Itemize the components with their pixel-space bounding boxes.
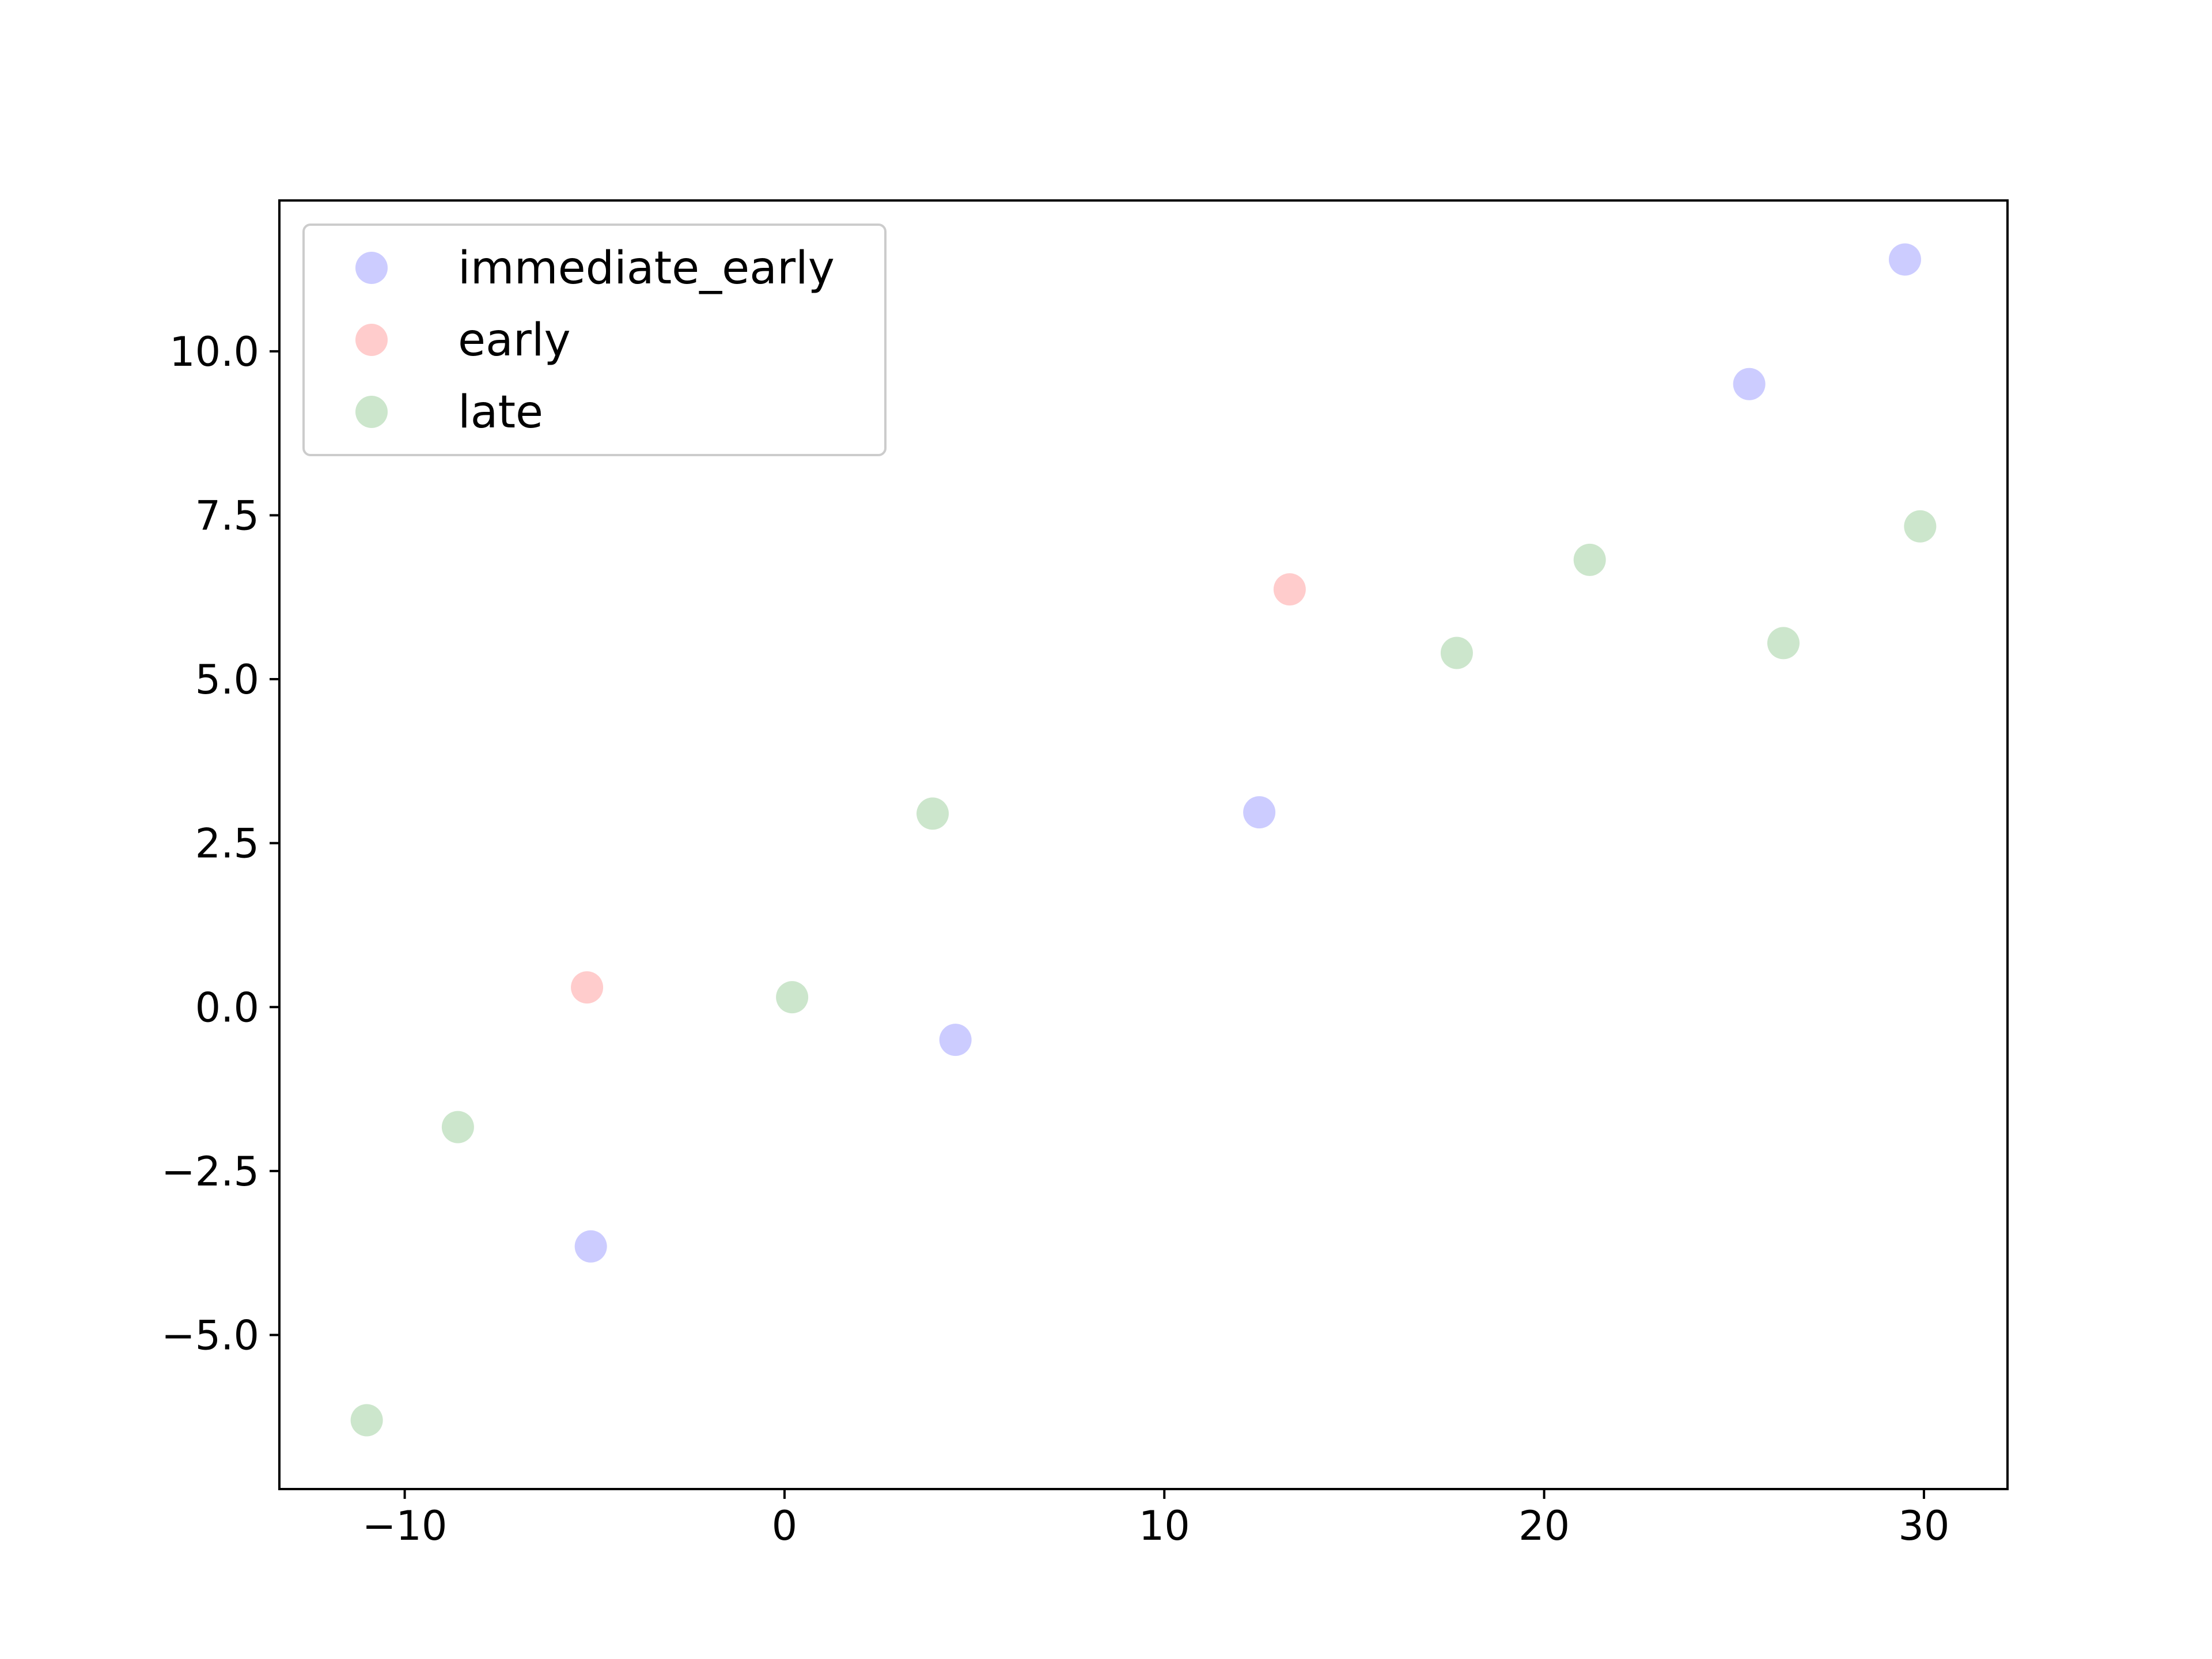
point-immediate-early-3	[1733, 368, 1766, 400]
x-tick-label: −10	[362, 1502, 448, 1550]
y-tick-label: −5.0	[161, 1312, 259, 1359]
y-tick-label: 0.0	[195, 984, 259, 1031]
y-tick-label: 10.0	[169, 328, 259, 376]
point-late-4	[1440, 637, 1473, 669]
legend-box	[302, 224, 887, 456]
point-early-0	[571, 971, 604, 1004]
point-late-5	[1573, 543, 1606, 576]
legend-marker-immediate-early	[355, 252, 388, 284]
legend-marker-late	[355, 396, 388, 428]
y-tick-label: −2.5	[161, 1148, 259, 1195]
legend-label-late: late	[458, 387, 543, 438]
x-tick-label: 0	[772, 1502, 798, 1550]
point-immediate-early-4	[1888, 243, 1921, 276]
point-late-2	[776, 981, 809, 1014]
legend-label-immediate-early: immediate_early	[458, 243, 835, 294]
x-tick-label: 20	[1518, 1502, 1570, 1550]
point-late-3	[916, 797, 949, 830]
legend-marker-early	[355, 324, 388, 356]
point-early-1	[1273, 573, 1306, 606]
y-tick-label: 5.0	[195, 656, 259, 703]
plot-frame	[278, 199, 2009, 1490]
point-late-1	[441, 1111, 474, 1143]
points-layer	[350, 243, 1937, 1437]
point-immediate-early-0	[574, 1230, 607, 1263]
point-immediate-early-1	[939, 1024, 972, 1056]
legend-label-early: early	[458, 315, 571, 366]
point-late-0	[350, 1404, 383, 1437]
x-tick-label: 30	[1898, 1502, 1949, 1550]
point-late-7	[1904, 510, 1937, 543]
y-tick-label: 2.5	[195, 820, 259, 868]
point-late-6	[1767, 627, 1800, 660]
axes-layer: −10 0 10 20 30 −5.0 −2.5 0.0 2.5 5.0 7.5 10.0	[161, 199, 2009, 1550]
x-tick-label: 10	[1139, 1502, 1190, 1550]
point-immediate-early-2	[1243, 796, 1276, 829]
y-tick-label: 7.5	[195, 492, 259, 539]
